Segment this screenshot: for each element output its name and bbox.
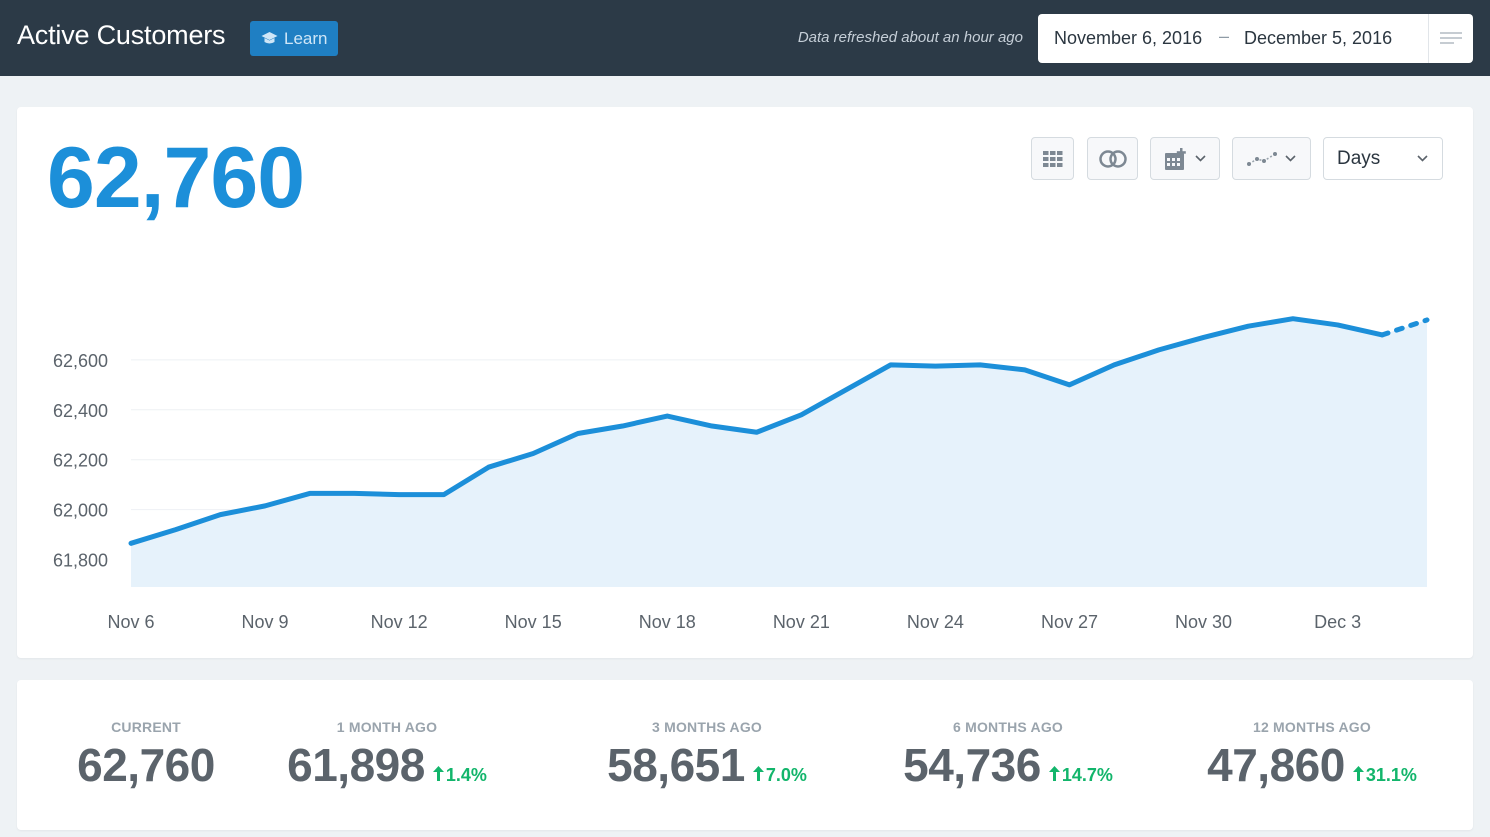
stat-current: CURRENT 62,760 xyxy=(17,680,275,830)
x-tick-label: Nov 15 xyxy=(505,612,562,632)
calendar-add-icon xyxy=(1164,147,1186,170)
interval-select[interactable]: Days xyxy=(1323,137,1443,180)
stat-change-value: 14.7% xyxy=(1061,765,1113,785)
grid-icon xyxy=(1042,150,1062,167)
stat-change-value: 7.0% xyxy=(765,765,807,785)
stat-3-months-ago: 3 MONTHS AGO 58,651 7.0% xyxy=(537,680,877,830)
arrow-up-icon xyxy=(1352,766,1364,781)
stat-value: 47,860 xyxy=(1207,739,1345,791)
x-tick-label: Nov 27 xyxy=(1041,612,1098,632)
series-line xyxy=(128,316,1385,546)
top-bar: Active Customers Learn Data refreshed ab… xyxy=(0,0,1490,76)
x-tick-label: Nov 6 xyxy=(107,612,154,632)
x-tick-label: Nov 18 xyxy=(639,612,696,632)
graduation-cap-icon xyxy=(261,32,278,44)
compare-button[interactable] xyxy=(1087,137,1138,180)
x-tick-label: Nov 30 xyxy=(1175,612,1232,632)
arrow-up-icon xyxy=(752,766,764,781)
arrow-up-icon xyxy=(1048,766,1060,781)
y-tick-label: 62,600 xyxy=(53,351,108,371)
overlap-circles-icon xyxy=(1098,149,1127,168)
add-comparison-period-button[interactable] xyxy=(1150,137,1220,180)
stat-label: CURRENT xyxy=(111,719,181,735)
stat-change: 14.7% xyxy=(1048,765,1113,786)
page-title: Active Customers xyxy=(17,20,226,50)
stat-change: 7.0% xyxy=(752,765,807,786)
area-fill xyxy=(131,318,1427,587)
line-chart: 61,800 62,000 62,200 62,400 62,600 Nov 6 Nov 9… xyxy=(53,316,1430,632)
refresh-status: Data refreshed about an hour ago xyxy=(797,29,1023,46)
learn-button[interactable]: Learn xyxy=(250,21,338,56)
stat-1-month-ago: 1 MONTH AGO 61,898 1.4% xyxy=(217,680,557,830)
line-chart-icon xyxy=(1247,151,1277,166)
stat-change: 1.4% xyxy=(432,765,487,786)
date-start[interactable]: November 6, 2016 xyxy=(1054,28,1203,48)
y-tick-label: 62,000 xyxy=(53,501,108,521)
stat-6-months-ago: 6 MONTHS AGO 54,736 14.7% xyxy=(838,680,1178,830)
chevron-down-icon xyxy=(1417,155,1428,162)
stat-label: 6 MONTHS AGO xyxy=(953,719,1063,735)
stat-12-months-ago: 12 MONTHS AGO 47,860 31.1% xyxy=(1142,680,1482,830)
stat-value: 58,651 xyxy=(607,739,745,791)
date-range-picker[interactable]: November 6, 2016 – December 5, 2016 xyxy=(1038,14,1473,63)
stat-label: 12 MONTHS AGO xyxy=(1253,719,1371,735)
projected-line xyxy=(1379,317,1430,338)
x-tick-label: Nov 9 xyxy=(242,612,289,632)
date-end[interactable]: December 5, 2016 xyxy=(1244,28,1393,48)
y-tick-label: 62,200 xyxy=(53,451,108,471)
stat-label: 1 MONTH AGO xyxy=(336,719,438,735)
chart-card: 62,760 xyxy=(17,107,1473,658)
x-tick-label: Nov 21 xyxy=(773,612,830,632)
stat-value: 61,898 xyxy=(287,739,425,791)
current-value: 62,760 xyxy=(47,130,305,226)
stat-value: 54,736 xyxy=(903,739,1041,791)
table-view-button[interactable] xyxy=(1031,137,1074,180)
stat-change-value: 1.4% xyxy=(445,765,487,785)
learn-button-label: Learn xyxy=(284,28,328,48)
stat-change-value: 31.1% xyxy=(1365,765,1417,785)
date-separator: – xyxy=(1219,26,1230,46)
chevron-down-icon xyxy=(1194,155,1206,162)
menu-lines-icon xyxy=(1440,32,1462,44)
stat-change: 31.1% xyxy=(1352,765,1417,786)
y-tick-label: 62,400 xyxy=(53,401,108,421)
stat-label: 3 MONTHS AGO xyxy=(652,719,762,735)
y-tick-label: 61,800 xyxy=(53,551,108,571)
date-menu-button[interactable] xyxy=(1428,14,1473,63)
stat-value: 62,760 xyxy=(77,739,215,791)
stats-card: CURRENT 62,760 1 MONTH AGO 61,898 1.4% 3… xyxy=(17,680,1473,830)
x-tick-label: Nov 24 xyxy=(907,612,964,632)
interval-select-value: Days xyxy=(1337,147,1381,169)
chevron-down-icon xyxy=(1285,155,1296,162)
x-tick-label: Dec 3 xyxy=(1314,612,1361,632)
arrow-up-icon xyxy=(432,766,444,781)
chart-type-button[interactable] xyxy=(1232,137,1311,180)
x-tick-label: Nov 12 xyxy=(371,612,428,632)
